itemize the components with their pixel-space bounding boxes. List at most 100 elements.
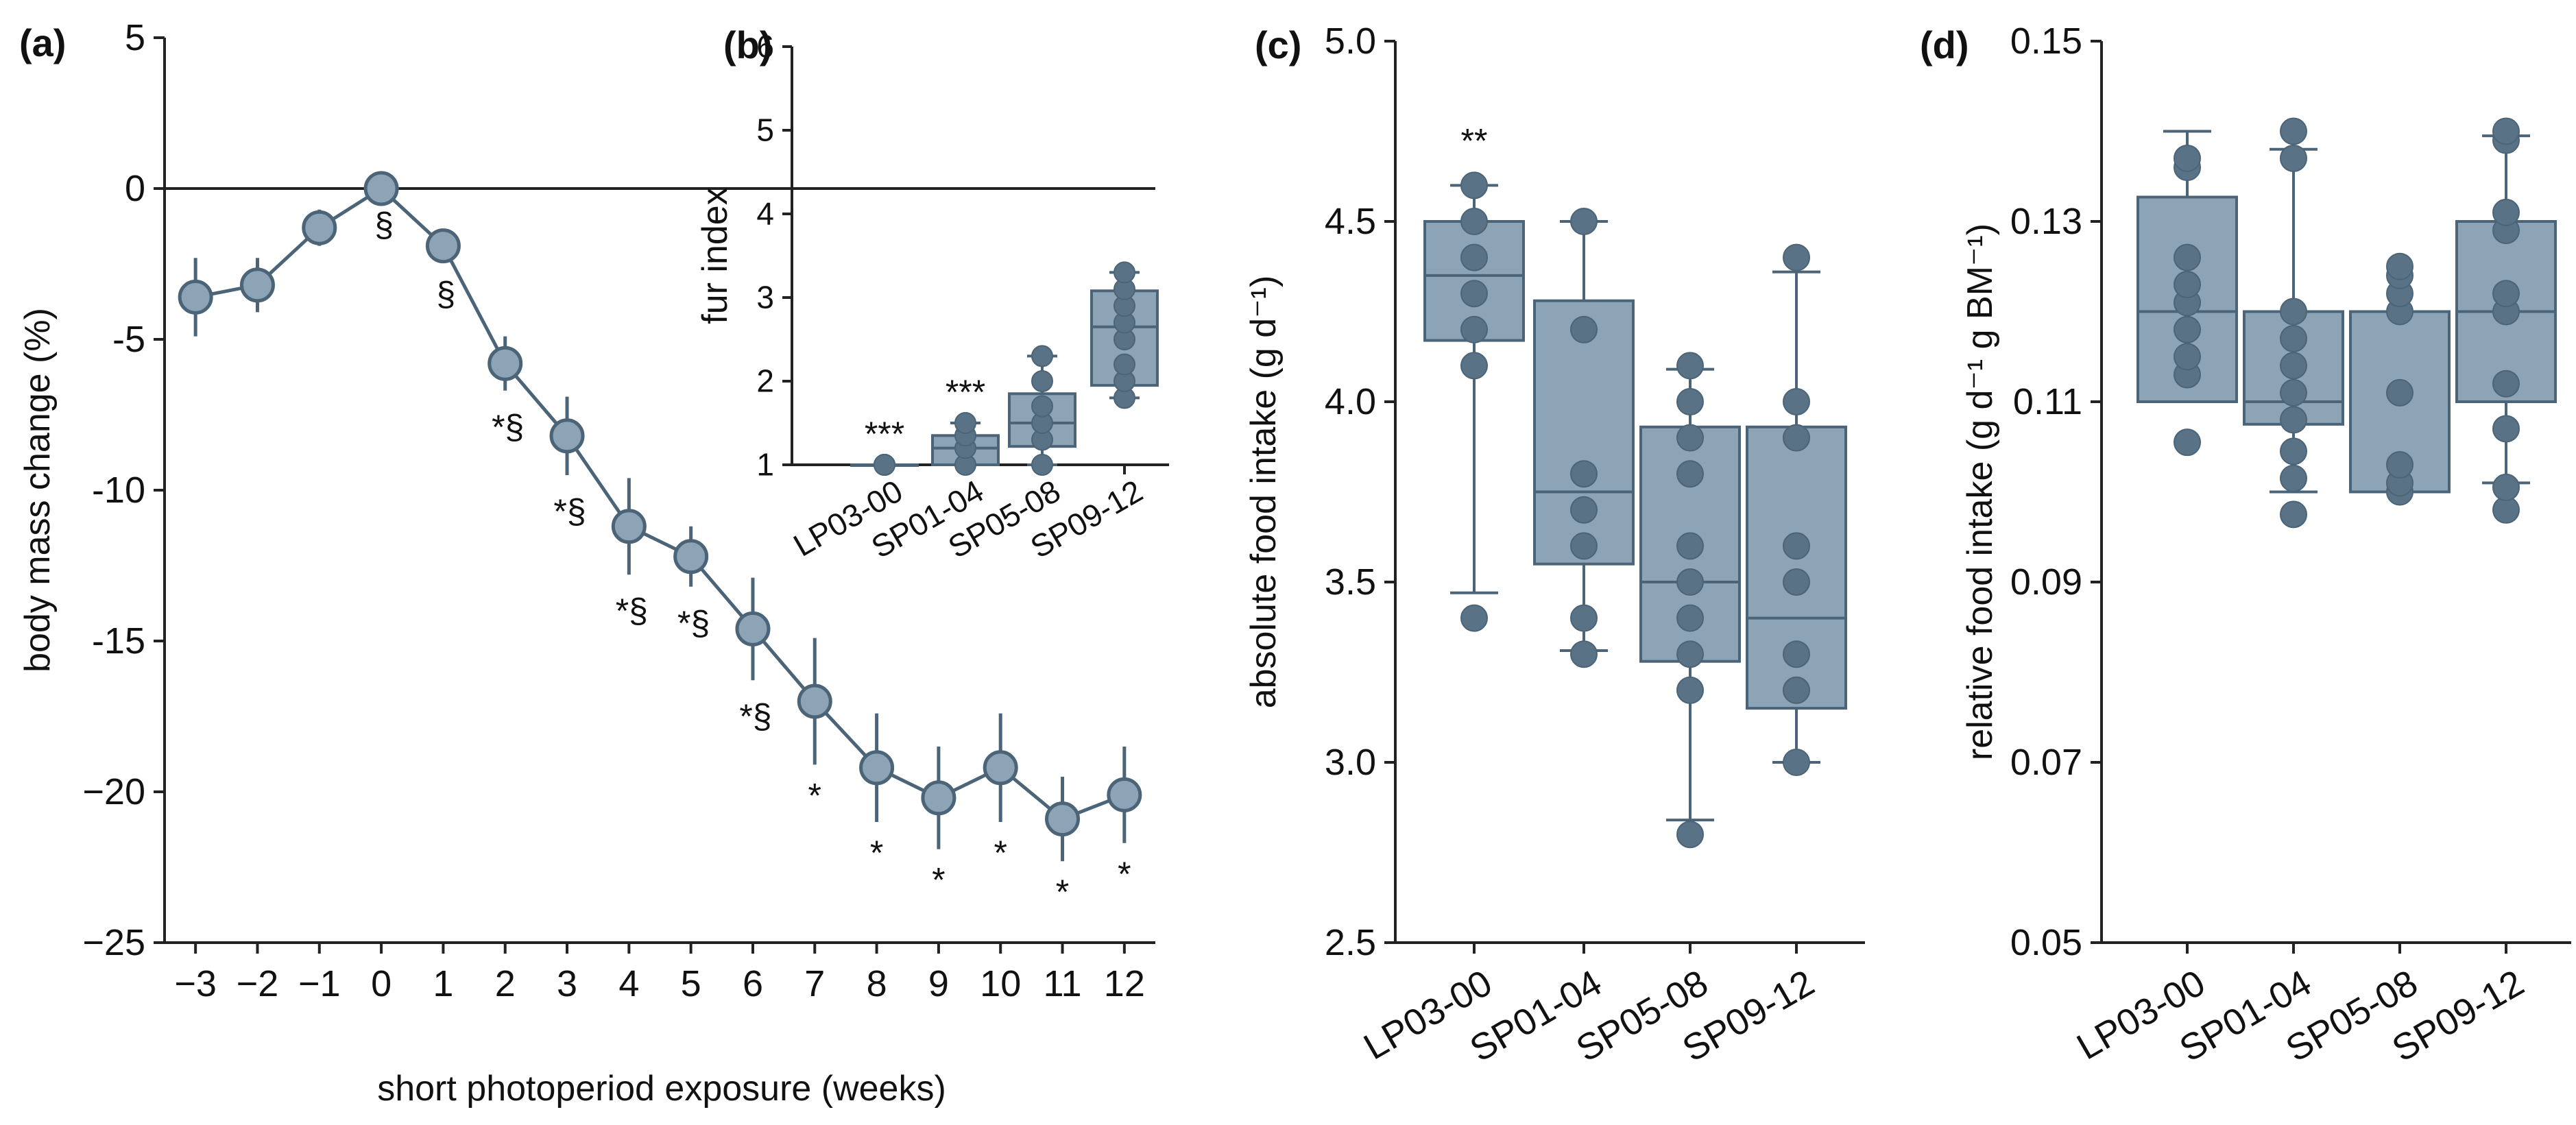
data-point: [1570, 460, 1598, 488]
data-point: [1031, 370, 1053, 392]
y-tick-label: 0.13: [2010, 201, 2082, 242]
data-point: [2492, 280, 2520, 308]
y-tick-label: 1: [756, 446, 774, 482]
data-point: [1783, 243, 1810, 271]
data-point: [1045, 801, 1081, 837]
significance-marker: *§: [677, 604, 710, 642]
y-tick-label: 5: [125, 17, 145, 58]
data-point: [2174, 243, 2201, 271]
data-point: [1460, 208, 1488, 235]
data-point: [859, 750, 895, 786]
data-point: [954, 412, 976, 434]
panel-a: (a) 50-5-10-15−20−25−3 −2 −1 0 1 2 3 4 5 6 7 8 9 10 11 1…: [18, 17, 1155, 1109]
data-point: [1783, 640, 1810, 668]
panel-label: (c): [1255, 23, 1301, 66]
x-tick-label: 11: [1044, 963, 1082, 1004]
data-point: [1676, 388, 1704, 415]
panel-c: (c) 2.5 3.0 3.5 4.0 4.5 5.0 absolute food intak…: [1244, 21, 1865, 1069]
x-tick-label: 3: [557, 963, 577, 1004]
data-point: [1676, 460, 1704, 488]
y-tick-label: −20: [82, 771, 145, 812]
data-point: [2280, 144, 2307, 172]
data-point: [1460, 315, 1488, 343]
data-point: [2492, 370, 2520, 398]
data-point: [2280, 117, 2307, 145]
data-point: [2386, 378, 2414, 407]
data-point: [2492, 117, 2520, 145]
data-point: [1460, 280, 1488, 308]
y-tick-label: 4: [756, 195, 774, 231]
x-tick-label: 4: [618, 963, 639, 1004]
data-point: [2174, 343, 2201, 371]
significance-marker: **: [1461, 121, 1488, 160]
data-point: [1676, 568, 1704, 596]
data-point: [302, 210, 337, 245]
data-point: [2280, 406, 2307, 434]
data-point: [1676, 532, 1704, 560]
x-tick-label: 5: [681, 963, 701, 1004]
data-point: [1570, 532, 1598, 560]
y-axis-title: body mass change (%): [18, 308, 58, 673]
data-point: [1031, 345, 1053, 367]
significance-marker: *: [994, 834, 1007, 872]
significance-marker: ***: [946, 373, 985, 411]
y-tick-label: 0.07: [2010, 742, 2082, 783]
data-point: [425, 228, 461, 264]
data-point: [2174, 144, 2201, 172]
x-tick-label: 9: [928, 963, 949, 1004]
y-tick-label: 0.09: [2010, 561, 2082, 603]
y-tick-label: -10: [92, 470, 145, 511]
data-point: [1460, 352, 1488, 380]
x-tick-label: 8: [867, 963, 887, 1004]
x-tick-label: 10: [980, 963, 1021, 1004]
x-tick-label: 2: [495, 963, 516, 1004]
data-point: [1114, 261, 1135, 284]
y-tick-label: 6: [756, 28, 774, 64]
significance-marker: *§: [616, 592, 648, 630]
significance-marker: *§: [492, 408, 524, 446]
data-point: [673, 539, 709, 574]
x-tick-label: 0: [371, 963, 392, 1004]
data-point: [1676, 604, 1704, 632]
x-axis-title: short photoperiod exposure (weeks): [377, 1069, 946, 1109]
data-point: [2174, 428, 2201, 457]
y-tick-label: −25: [82, 922, 145, 963]
data-point: [2492, 415, 2520, 443]
data-point: [2280, 378, 2307, 407]
panel-d: (d) 0.05 0.07 0.09 0.11 0.13 0.15 relative food…: [1920, 21, 2571, 1069]
panel-label: (d): [1920, 23, 1969, 66]
data-point: [1676, 640, 1704, 668]
x-tick-label: 12: [1104, 963, 1145, 1004]
panel-label: (b): [723, 23, 773, 66]
data-point: [1783, 424, 1810, 452]
data-point: [2386, 451, 2414, 479]
data-point: [1676, 676, 1704, 704]
data-point: [2174, 271, 2201, 299]
y-axis-title: relative food intake (g d⁻¹ g BM⁻¹): [1960, 223, 2000, 760]
data-point: [2174, 315, 2201, 343]
data-point: [1031, 395, 1053, 418]
significance-marker: *: [870, 834, 883, 872]
data-point: [239, 267, 275, 303]
data-point: [1570, 640, 1598, 668]
y-tick-label: 3.0: [1325, 742, 1376, 783]
x-tick-label: −3: [174, 963, 217, 1004]
y-tick-label: 0: [125, 168, 145, 209]
x-tick-label: 7: [804, 963, 825, 1004]
data-point: [2280, 324, 2307, 352]
data-point: [487, 346, 523, 381]
data-point: [2280, 437, 2307, 465]
data-point: [549, 418, 585, 454]
data-point: [1783, 676, 1810, 704]
x-tick-label: −2: [237, 963, 279, 1004]
data-point: [363, 171, 399, 206]
data-point: [1570, 604, 1598, 632]
data-point: [1570, 208, 1598, 235]
y-tick-label: 3.5: [1325, 561, 1376, 603]
data-point: [797, 684, 832, 719]
significance-marker: ***: [865, 415, 904, 453]
data-point: [1107, 777, 1142, 812]
significance-marker: *: [1118, 855, 1131, 893]
